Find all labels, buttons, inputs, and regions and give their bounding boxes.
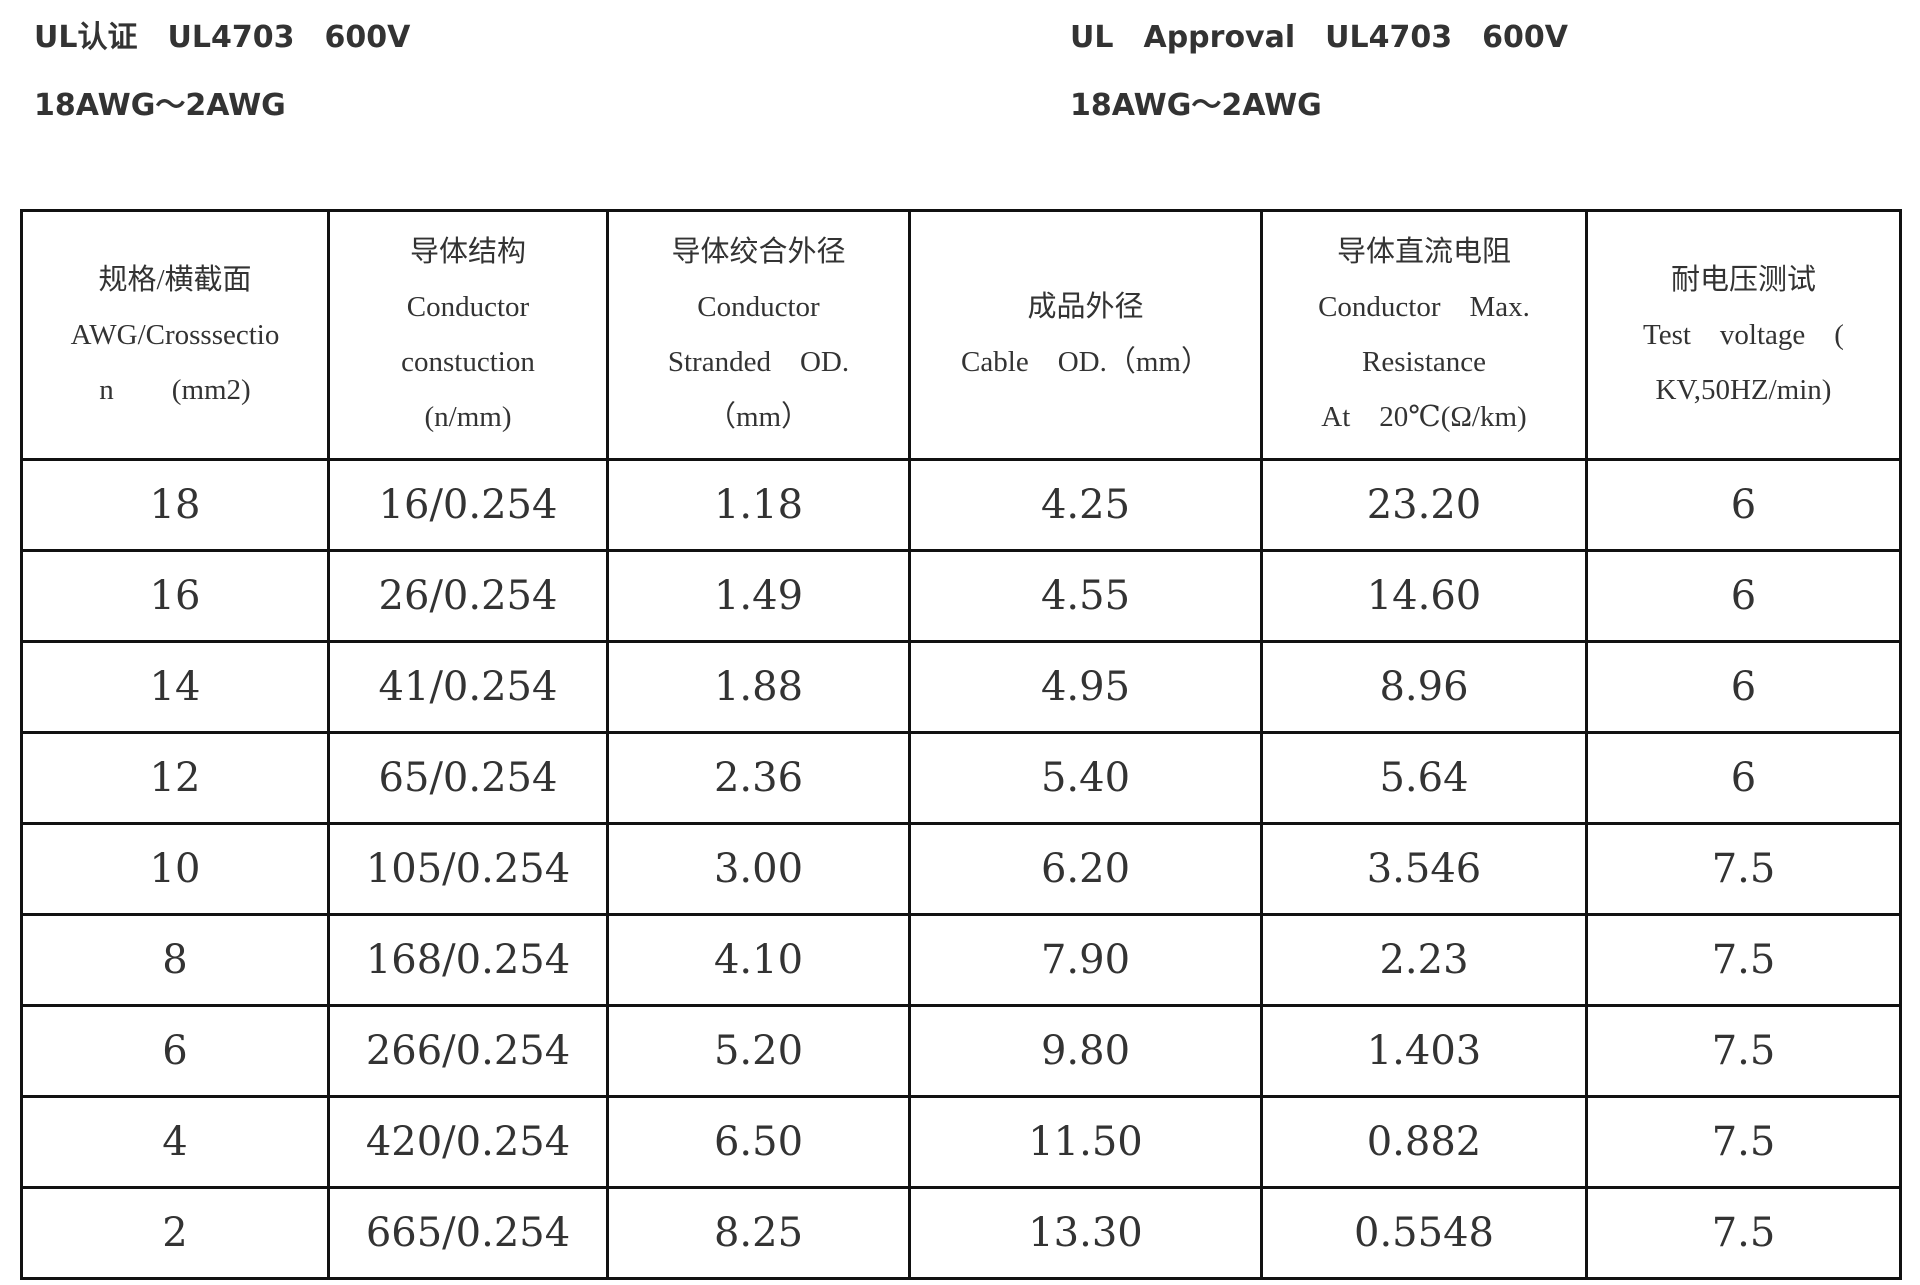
table-cell: 41/0.254	[327, 640, 609, 734]
header-line: Resistance	[1361, 346, 1486, 378]
table-cell: 6	[1585, 731, 1902, 825]
table-cell: 2.23	[1260, 913, 1588, 1007]
table-cell: 16/0.254	[327, 458, 609, 552]
approval-en: UL Approval UL4703 600V	[1070, 20, 1568, 55]
header-line: Conductor	[697, 291, 820, 323]
table-cell: 14	[20, 640, 330, 734]
header-line: n (mm2)	[99, 373, 251, 406]
table-cell: 11.50	[908, 1095, 1263, 1189]
header-line: 导体直流电阻	[1336, 236, 1511, 268]
table-cell: 5.40	[908, 731, 1263, 825]
table-cell: 8.96	[1260, 640, 1588, 734]
table-cell: 9.80	[908, 1004, 1263, 1098]
table-row: 4 420/0.254 6.50 11.50 0.882 7.5	[20, 1095, 1902, 1189]
header-line: At 20℃(Ω/km)	[1321, 401, 1527, 433]
table-row: 18 16/0.254 1.18 4.25 23.20 6	[20, 458, 1902, 552]
table-cell: 26/0.254	[327, 549, 609, 643]
header-line: Conductor Max.	[1318, 291, 1530, 323]
table-cell: 1.403	[1260, 1004, 1588, 1098]
table-header: 规格/横截面 AWG/Crosssectio n (mm2) 导体结构 Conducto…	[20, 209, 1902, 461]
table-cell: 0.882	[1260, 1095, 1588, 1189]
table-body: 18 16/0.254 1.18 4.25 23.20 6 16 26/0.254 1.49 4.…	[20, 458, 1902, 1280]
table-cell: 4.25	[908, 458, 1263, 552]
table-cell: 7.90	[908, 913, 1263, 1007]
table-cell: 13.30	[908, 1186, 1263, 1280]
table-cell: 7.5	[1585, 822, 1902, 916]
approval-cn: UL认证 UL4703 600V	[34, 20, 411, 55]
header-line: 成品外径	[1027, 291, 1144, 323]
table-cell: 3.546	[1260, 822, 1588, 916]
header-cell: 成品外径 Cable OD.（mm）	[908, 209, 1263, 461]
table-cell: 8.25	[606, 1186, 911, 1280]
header-cell: 导体结构 Conductor constuction (n/mm)	[327, 209, 609, 461]
table-cell: 6.50	[606, 1095, 911, 1189]
table-cell: 65/0.254	[327, 731, 609, 825]
table-row: 2 665/0.254 8.25 13.30 0.5548 7.5	[20, 1186, 1902, 1280]
table-cell: 18	[20, 458, 330, 552]
table-cell: 6.20	[908, 822, 1263, 916]
table-cell: 8	[20, 913, 330, 1007]
header-line: （mm）	[706, 401, 811, 433]
table-cell: 2	[20, 1186, 330, 1280]
table-cell: 10	[20, 822, 330, 916]
table-cell: 1.18	[606, 458, 911, 552]
table-cell: 4.10	[606, 913, 911, 1007]
table-row: 8 168/0.254 4.10 7.90 2.23 7.5	[20, 913, 1902, 1007]
awg-range-cn: 18AWG～2AWG	[34, 88, 286, 123]
table-cell: 7.5	[1585, 1095, 1902, 1189]
table-row: 6 266/0.254 5.20 9.80 1.403 7.5	[20, 1004, 1902, 1098]
spec-table: 规格/横截面 AWG/Crosssectio n (mm2) 导体结构 Conducto…	[20, 209, 1902, 1280]
table-cell: 266/0.254	[327, 1004, 609, 1098]
table-cell: 23.20	[1260, 458, 1588, 552]
header-line: AWG/Crosssectio	[70, 318, 280, 351]
table-cell: 6	[1585, 458, 1902, 552]
table-cell: 4	[20, 1095, 330, 1189]
table-cell: 5.64	[1260, 731, 1588, 825]
table-cell: 0.5548	[1260, 1186, 1588, 1280]
header-cell: 规格/横截面 AWG/Crosssectio n (mm2)	[20, 209, 330, 461]
table-cell: 4.95	[908, 640, 1263, 734]
table-row: 16 26/0.254 1.49 4.55 14.60 6	[20, 549, 1902, 643]
header-line: 耐电压测试	[1670, 263, 1816, 296]
table-cell: 5.20	[606, 1004, 911, 1098]
table-cell: 7.5	[1585, 1186, 1902, 1280]
awg-range-en: 18AWG～2AWG	[1070, 88, 1322, 123]
header-line: constuction	[401, 346, 535, 378]
table-cell: 105/0.254	[327, 822, 609, 916]
header-line: Test voltage (	[1643, 318, 1844, 351]
table-cell: 6	[20, 1004, 330, 1098]
table-cell: 420/0.254	[327, 1095, 609, 1189]
table-cell: 6	[1585, 549, 1902, 643]
table-cell: 2.36	[606, 731, 911, 825]
table-cell: 7.5	[1585, 913, 1902, 1007]
header-row: 规格/横截面 AWG/Crosssectio n (mm2) 导体结构 Conducto…	[20, 209, 1902, 461]
header-line: 规格/横截面	[98, 263, 252, 296]
table-cell: 168/0.254	[327, 913, 609, 1007]
table-cell: 1.49	[606, 549, 911, 643]
header-line: Cable OD.（mm）	[961, 346, 1210, 378]
header-line: (n/mm)	[424, 401, 512, 433]
table-cell: 1.88	[606, 640, 911, 734]
header-cell: 导体直流电阻 Conductor Max. Resistance At 20℃(Ω/k…	[1260, 209, 1588, 461]
table-cell: 4.55	[908, 549, 1263, 643]
table-cell: 6	[1585, 640, 1902, 734]
header-line: 导体结构	[409, 236, 526, 268]
table-cell: 3.00	[606, 822, 911, 916]
table-cell: 14.60	[1260, 549, 1588, 643]
header-line: Conductor	[406, 291, 530, 323]
header-line: KV,50HZ/min)	[1655, 373, 1832, 406]
header-line: Stranded OD.	[667, 346, 850, 378]
header-cell: 导体绞合外径 Conductor Stranded OD. （mm）	[606, 209, 911, 461]
table-cell: 7.5	[1585, 1004, 1902, 1098]
table-row: 14 41/0.254 1.88 4.95 8.96 6	[20, 640, 1902, 734]
table-cell: 16	[20, 549, 330, 643]
table-cell: 12	[20, 731, 330, 825]
header-line: 导体绞合外径	[671, 236, 846, 268]
table-row: 10 105/0.254 3.00 6.20 3.546 7.5	[20, 822, 1902, 916]
table-row: 12 65/0.254 2.36 5.40 5.64 6	[20, 731, 1902, 825]
table-cell: 665/0.254	[327, 1186, 609, 1280]
header-cell: 耐电压测试 Test voltage ( KV,50HZ/min)	[1585, 209, 1902, 461]
